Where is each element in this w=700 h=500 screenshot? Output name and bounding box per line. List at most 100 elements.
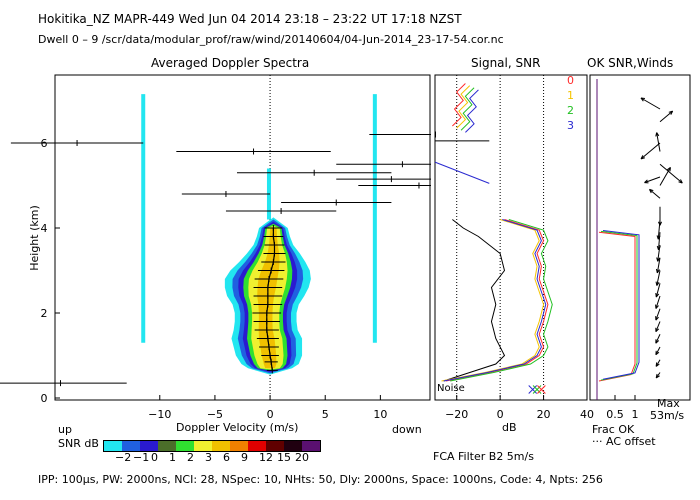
label-down: down <box>392 423 422 436</box>
y-tick-label: 2 <box>41 307 48 320</box>
colorbar-tick-label: 1 <box>169 451 176 464</box>
spectra-title: Averaged Doppler Spectra <box>151 56 310 70</box>
noise-label: Noise <box>437 383 465 394</box>
signal-series-noise <box>443 219 506 382</box>
colorbar-tick-label: 0 <box>151 451 158 464</box>
wind-arrowhead <box>655 327 660 333</box>
colorbar-swatch <box>194 441 212 451</box>
colorbar-swatch <box>158 441 176 451</box>
winds-title: OK SNR,Winds <box>587 56 674 70</box>
wind-arrow <box>655 308 661 321</box>
wind-arrow <box>655 346 661 356</box>
winds-x-tick-label: 0.5 <box>606 408 624 421</box>
winds-frame <box>589 74 691 401</box>
signal-upper-trace-2 <box>460 87 475 131</box>
wind-arrowhead <box>655 339 660 344</box>
wind-arrowhead <box>678 179 683 184</box>
signal-upper-trace-0 <box>452 83 466 127</box>
y-axis-label: Height (km) <box>27 205 41 271</box>
wind-arrowhead <box>655 281 660 286</box>
wind-arrowhead <box>640 155 646 160</box>
signal-cross-0 <box>528 385 538 394</box>
wind-arrowhead <box>655 132 660 137</box>
colorbar-swatch <box>248 441 266 451</box>
x-tick-label: −10 <box>148 408 171 421</box>
colorbar-swatch <box>212 441 230 451</box>
signal-marker-blue <box>434 161 490 184</box>
colorbar-swatch <box>266 441 284 451</box>
wind-arrow <box>659 163 683 184</box>
label-up: up <box>58 423 72 436</box>
chart-title: Hokitika_NZ MAPR-449 Wed Jun 04 2014 23:… <box>38 12 462 26</box>
legend-entry-1: 1 <box>567 89 574 102</box>
wind-arrow <box>657 219 661 240</box>
colorbar-tick-label: 15 <box>277 451 291 464</box>
wind-arrow <box>655 334 661 344</box>
colorbar-swatch <box>176 441 194 451</box>
wind-arrowhead <box>666 167 671 172</box>
y-tick-label: 6 <box>41 137 48 150</box>
signal-x-tick-label: −20 <box>445 408 468 421</box>
legend-entry-0: 0 <box>567 74 574 87</box>
x-tick-label: 5 <box>322 408 329 421</box>
signal-series-2 <box>450 219 553 382</box>
wind-arrow <box>659 110 673 123</box>
colorbar-tick-label: −1 <box>133 451 150 464</box>
wind-arrow <box>656 257 661 274</box>
mean-velocity-line <box>266 228 276 371</box>
colorbar-swatch <box>230 441 248 451</box>
fca-filter: FCA Filter B2 5m/s <box>433 450 534 463</box>
snr-db-label: SNR dB <box>58 437 99 450</box>
colorbar-swatch <box>140 441 158 451</box>
spectra-frame <box>54 74 431 401</box>
wind-arrow <box>657 244 661 262</box>
frac-ok-line <box>600 230 638 381</box>
signal-upper-trace-1 <box>456 85 471 129</box>
wind-arrow <box>649 189 661 199</box>
colorbar-tick-label: 2 <box>187 451 194 464</box>
x-tick-label: 10 <box>373 408 387 421</box>
signal-x-tick-label: 20 <box>537 408 551 421</box>
wind-arrow <box>644 176 661 184</box>
footer-params: IPP: 100μs, PW: 2000ns, NCI: 28, NSpec: … <box>38 473 603 486</box>
colorbar-tick-label: −2 <box>115 451 132 464</box>
wind-arrowhead <box>668 110 674 115</box>
colorbar-tick-label: 6 <box>223 451 230 464</box>
wind-arrowhead <box>655 316 659 321</box>
colorbar-swatch <box>302 441 320 451</box>
wind-arrow <box>655 321 661 332</box>
wind-arrowhead <box>644 179 649 184</box>
signal-cross-2 <box>537 385 546 394</box>
colorbar-swatch <box>104 441 122 451</box>
wind-arrowhead <box>655 350 660 356</box>
y-tick-label: 0 <box>41 392 48 405</box>
colorbar-swatch <box>284 441 302 451</box>
wind-arrow <box>656 132 661 152</box>
wind-arrowhead <box>655 304 659 309</box>
wind-arrowhead <box>655 293 660 298</box>
clutter-band-1 <box>372 94 377 343</box>
signal-series-1 <box>441 219 545 382</box>
wind-arrowhead <box>655 268 660 274</box>
dwell-info: Dwell 0 – 9 /scr/data/modular_prof/raw/w… <box>38 33 504 46</box>
ac-offset-label: ··· AC offset <box>592 435 656 448</box>
signal-series-3 <box>443 219 547 382</box>
snr-colorbar <box>103 440 321 452</box>
y-tick-label: 4 <box>41 222 48 235</box>
legend-entry-3: 3 <box>567 119 574 132</box>
signal-x-tick-label: 40 <box>580 408 594 421</box>
signal-panel: −20 0 20 40 <box>434 74 594 421</box>
colorbar-tick-label: 9 <box>241 451 248 464</box>
signal-title: Signal, SNR <box>471 56 541 70</box>
signal-frame <box>434 74 588 401</box>
colorbar-swatch <box>122 441 140 451</box>
clutter-band-0 <box>141 94 146 343</box>
wind-arrow <box>656 270 661 286</box>
signal-series-0 <box>445 219 549 382</box>
x-tick-label: −5 <box>207 408 223 421</box>
winds-panel: 0.5 1 <box>589 74 691 421</box>
frac-ok-line <box>602 230 640 380</box>
wind-arrow <box>655 283 661 298</box>
max-label: Max <box>657 397 680 410</box>
